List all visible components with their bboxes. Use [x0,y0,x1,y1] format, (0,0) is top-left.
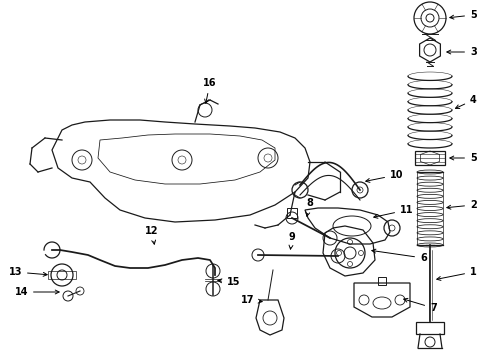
Text: 11: 11 [374,205,414,218]
Text: 17: 17 [241,295,262,305]
Text: 2: 2 [447,200,477,210]
Bar [415,151,445,165]
Text: 14: 14 [15,287,59,297]
Text: 7: 7 [404,298,437,313]
Text: 9: 9 [289,232,295,249]
Bar [378,277,386,285]
Text: 13: 13 [8,267,47,277]
Text: 4: 4 [456,95,477,108]
Text: 15: 15 [218,277,240,287]
Text: 6: 6 [372,249,427,263]
Text: 3: 3 [447,47,477,57]
Text: 12: 12 [145,226,159,244]
Text: 1: 1 [437,267,477,280]
Text: 5: 5 [450,153,477,163]
Text: 10: 10 [366,170,403,183]
Bar [287,208,297,218]
Text: 5: 5 [450,10,477,20]
Bar [48,271,76,279]
Text: 8: 8 [306,198,314,216]
Text: 16: 16 [203,78,217,103]
Bar [416,322,444,334]
